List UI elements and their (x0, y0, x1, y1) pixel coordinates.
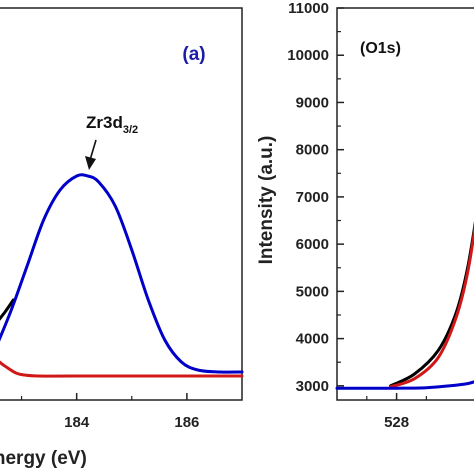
y-tick-label-o1s: 4000 (296, 331, 329, 348)
panel-a: 184 186 Energy (eV) (a) Zr3d3/2 (0, 7, 244, 469)
y-tick-label-o1s: 5000 (296, 283, 329, 300)
peak-annotation: Zr3d3/2 (86, 113, 138, 136)
panel-label-a: (a) (182, 44, 205, 65)
series-zr3d-blue (0, 173, 244, 374)
y-tick-label-o1s: 10000 (287, 47, 329, 64)
x-tick-label-a: 184 (64, 414, 90, 431)
series-envelope-black (0, 298, 15, 321)
x-tick-label-o1s: 528 (384, 414, 409, 431)
x-tick-label-a: 186 (174, 414, 199, 431)
panel-label-o1s: (O1s) (360, 40, 401, 57)
plot-frame-a (0, 7, 243, 401)
y-tick-label-o1s: 7000 (296, 189, 329, 206)
x-axis-label-a: Energy (eV) (0, 448, 87, 469)
series-baseline-blue (335, 380, 474, 390)
y-tick-label-o1s: 3000 (296, 378, 329, 395)
y-tick-label-o1s: 6000 (296, 236, 329, 253)
annotation-arrow-head (85, 156, 96, 170)
y-tick-label-o1s: 9000 (296, 94, 329, 111)
y-axis-label-o1s: Intensity (a.u.) (256, 136, 277, 265)
y-tick-label-o1s: 8000 (296, 142, 329, 159)
series-fit-red (389, 224, 474, 389)
annotation-arrow-shaft (89, 139, 97, 161)
series-envelope-black (389, 221, 474, 388)
panel-b: 3000 4000 5000 6000 7000 8000 9000 10000 11000 52… (256, 0, 474, 431)
plot-frame-o1s (336, 7, 474, 401)
y-tick-label-o1s: 11000 (288, 0, 329, 17)
series-baseline-red (0, 360, 244, 378)
